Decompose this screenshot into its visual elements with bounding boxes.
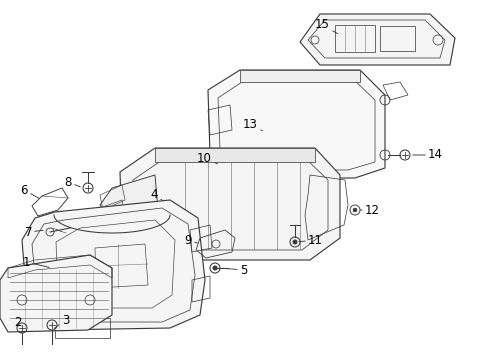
Circle shape: [213, 266, 217, 270]
Polygon shape: [155, 148, 315, 162]
Text: 5: 5: [223, 264, 247, 276]
Text: 6: 6: [21, 184, 40, 199]
Text: 10: 10: [197, 152, 218, 165]
Text: 13: 13: [243, 118, 263, 131]
Text: 12: 12: [360, 203, 380, 216]
Text: 3: 3: [54, 314, 70, 328]
Text: 2: 2: [14, 315, 22, 333]
Polygon shape: [240, 70, 360, 82]
Text: 4: 4: [150, 189, 163, 202]
Text: 15: 15: [315, 18, 338, 33]
Polygon shape: [0, 255, 112, 332]
Polygon shape: [300, 14, 455, 65]
Polygon shape: [100, 175, 158, 235]
Text: 7: 7: [24, 225, 43, 238]
Polygon shape: [208, 70, 385, 178]
Circle shape: [293, 240, 297, 244]
Polygon shape: [120, 148, 340, 260]
Text: 9: 9: [185, 234, 197, 247]
Text: 11: 11: [299, 234, 323, 247]
Polygon shape: [22, 200, 205, 330]
Text: 14: 14: [413, 148, 443, 162]
Text: 1: 1: [23, 256, 49, 269]
Circle shape: [353, 208, 357, 212]
Text: 8: 8: [65, 175, 80, 189]
